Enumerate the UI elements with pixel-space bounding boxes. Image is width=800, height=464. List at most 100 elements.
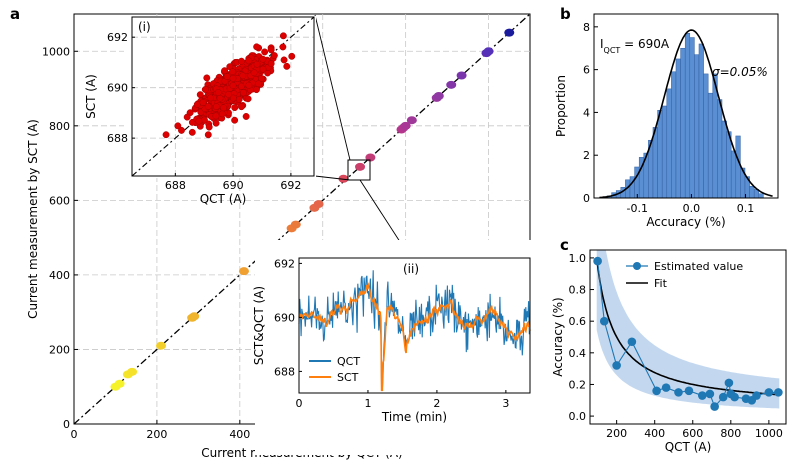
panel-a-point	[446, 80, 457, 89]
panel-a-point	[406, 116, 417, 125]
inset-i-point	[258, 74, 265, 82]
inset-i-point	[178, 126, 185, 134]
panel-c-estimated-point	[705, 389, 715, 399]
inset-ii-legend-label-SCT: SCT	[337, 371, 359, 384]
panel-b-annotation-symbol: I	[600, 37, 604, 51]
panel-a-xtick-label-0: 0	[71, 428, 78, 441]
inset-i-point	[280, 56, 288, 64]
panel-c-estimated-point	[774, 388, 783, 397]
panel-c-estimated-point	[593, 256, 602, 266]
inset-i-point	[225, 90, 233, 98]
panel-b-bar	[717, 99, 723, 199]
panel-a-xtick-label-400: 400	[229, 428, 250, 441]
panel-a-ytick-label-1000: 1000	[42, 45, 70, 58]
panel-a-point	[483, 47, 494, 56]
inset-ii-xtick-label-1: 1	[364, 397, 371, 410]
panel-c-xlabel: QCT (A)	[665, 440, 712, 454]
panel-label-c: c	[560, 236, 569, 254]
inset-i-title: (i)	[138, 20, 151, 34]
inset-i-point	[279, 43, 287, 51]
inset-i-point	[199, 99, 207, 106]
panel-b-xtick-label--0.1: -0.1	[627, 202, 648, 215]
panel-c-estimated-point	[674, 388, 683, 397]
inset-i-point	[162, 131, 170, 139]
zoom-connector-top	[314, 14, 351, 161]
inset-i-point	[267, 46, 275, 54]
panel-c-xtick-label-400: 400	[644, 427, 665, 440]
panel-b-bar	[652, 127, 658, 199]
panel-a-point	[400, 121, 411, 130]
panel-a-point	[238, 267, 249, 276]
panel-b-annotation-subscript: QCT	[604, 46, 621, 55]
panel-c-legend-fit-label: Fit	[654, 277, 668, 290]
panel-c-ytick-label-1.0: 1.0	[569, 252, 587, 265]
panel-b-xtick-label-0.1: 0.1	[737, 202, 755, 215]
panel-c-xtick-label-800: 800	[720, 427, 741, 440]
inset-i-point	[229, 82, 237, 90]
panel-b-bar	[726, 131, 732, 199]
inset-i-point	[212, 112, 220, 120]
inset-ii-background	[255, 240, 535, 455]
panel-a-ytick-label-0: 0	[63, 418, 70, 431]
panel-b-ytick-label-0: 0	[583, 192, 590, 205]
panel-b-bar	[675, 58, 681, 199]
panel-c-estimated-point	[684, 386, 694, 396]
inset-i-point	[229, 68, 236, 76]
panel-c-estimated-point	[764, 388, 774, 397]
panel-a-point	[127, 367, 138, 376]
inset-i-scatter: 688 690 692 688 690 692 (i) QCT (A) SCT (A)	[84, 16, 315, 206]
inset-ii-ytick-label-692: 692	[274, 257, 295, 270]
inset-i-point	[283, 62, 291, 70]
inset-i-point	[212, 103, 220, 111]
panel-c-xtick-label-600: 600	[682, 427, 703, 440]
panel-a-point	[189, 312, 200, 321]
panel-c-estimated-point	[710, 402, 719, 411]
panel-c-xtick-label-200: 200	[606, 427, 627, 440]
inset-i-xlabel: QCT (A)	[200, 192, 247, 206]
panel-b-bar	[735, 135, 741, 199]
panel-b-fit-curve	[599, 29, 773, 199]
panel-a-point	[313, 200, 324, 209]
inset-ii-frame	[298, 257, 531, 394]
panel-c-ylabel: Accuracy (%)	[551, 297, 565, 376]
inset-ii-sct-line	[298, 281, 531, 392]
inset-ii-ytick-label-688: 688	[274, 365, 295, 378]
panel-a-point	[504, 28, 515, 37]
inset-i-point	[195, 117, 203, 125]
inset-i-point	[183, 113, 191, 121]
panel-b-bar	[671, 71, 677, 199]
inset-i-point	[223, 73, 231, 81]
panel-c-frame	[589, 249, 787, 425]
panel-c-estimated-point	[661, 383, 671, 392]
inset-i-point	[220, 104, 228, 112]
panel-b-bar	[657, 110, 663, 199]
inset-i-point	[239, 89, 247, 97]
inset-i-point	[231, 116, 239, 124]
panel-b-ylabel: Proportion	[554, 75, 568, 137]
panel-c-estimated-point	[730, 392, 739, 402]
panel-c-ytick-label-0.4: 0.4	[569, 347, 587, 360]
inset-ii-xtick-label-2: 2	[433, 397, 440, 410]
panel-c-fit-line	[595, 258, 780, 396]
inset-i-point	[212, 119, 220, 127]
inset-i-point	[259, 55, 267, 63]
panel-c-estimated-point	[652, 386, 661, 396]
inset-i-point	[216, 94, 224, 102]
inset-i-point	[229, 74, 237, 82]
inset-i-point	[221, 67, 229, 75]
panel-b-bar	[703, 73, 709, 199]
inset-i-point	[203, 74, 211, 82]
inset-i-point	[259, 65, 267, 73]
panel-a-ytick-label-400: 400	[49, 269, 70, 282]
panel-a-point	[433, 92, 444, 100]
inset-i-point	[288, 52, 296, 60]
panel-b-bar	[666, 88, 672, 199]
panel-c-estimated-point	[697, 391, 707, 400]
panel-a-point	[456, 71, 467, 80]
panel-a-point	[290, 220, 301, 229]
inset-ii-legend-label-QCT: QCT	[337, 355, 360, 368]
inset-i-point	[267, 60, 275, 68]
inset-i-point	[250, 69, 258, 77]
inset-i-point	[270, 52, 278, 59]
inset-i-point	[235, 95, 243, 103]
